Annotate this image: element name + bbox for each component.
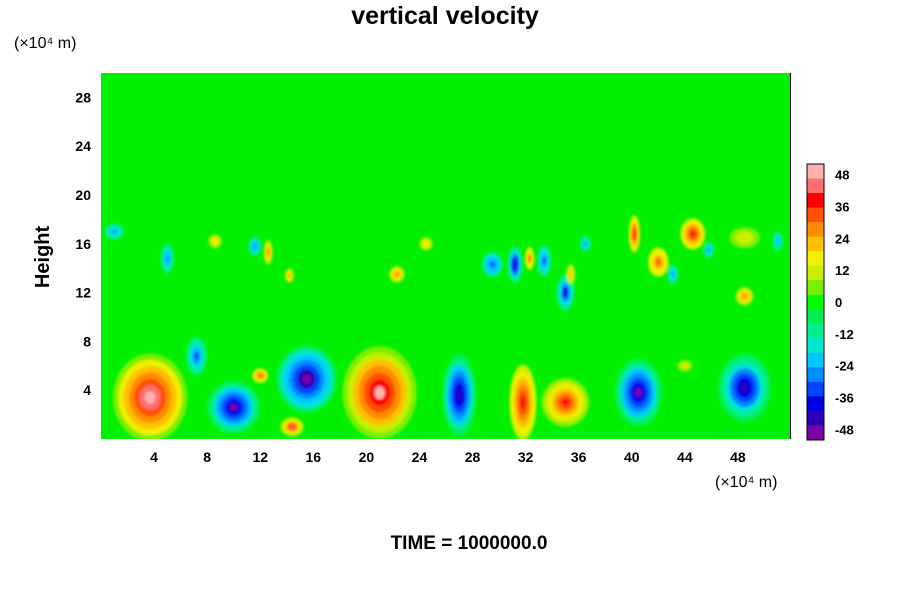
- heatmap-feature-updraft: [280, 417, 305, 437]
- colorbar-tick-label: -48: [835, 422, 854, 437]
- heatmap-feature-downdraft: [248, 235, 262, 257]
- heatmap-feature-updraft: [729, 227, 760, 249]
- x-tick-label: 44: [677, 449, 693, 465]
- x-tick-label: 40: [624, 449, 640, 465]
- colorbar-tick-label: 0: [835, 295, 842, 310]
- heatmap-feature-downdraft: [186, 337, 207, 375]
- colorbar-swatch: [807, 410, 824, 426]
- heatmap-feature-updraft: [525, 246, 535, 270]
- heatmap-feature-downdraft: [160, 242, 175, 275]
- colorbar-tick-label: 24: [835, 231, 850, 246]
- y-tick-label: 24: [75, 138, 91, 154]
- colorbar-tick-label: 12: [835, 263, 849, 278]
- colorbar-swatch: [807, 251, 824, 267]
- heatmap-feature-downdraft: [772, 230, 784, 252]
- colorbar-swatch: [807, 193, 824, 209]
- y-tick-label: 20: [75, 187, 91, 203]
- x-tick-label: 24: [412, 449, 428, 465]
- x-tick-label: 8: [203, 449, 211, 465]
- heatmap-feature-updraft: [342, 346, 417, 439]
- heatmap-feature-downdraft: [442, 353, 477, 437]
- heatmap-feature-downdraft: [104, 223, 125, 240]
- colorbar-tick-label: 36: [835, 199, 849, 214]
- heatmap-feature-updraft: [388, 265, 405, 283]
- colorbar-swatch: [807, 280, 824, 296]
- heatmap-feature-updraft: [112, 353, 188, 439]
- heatmap-feature-updraft: [263, 239, 273, 265]
- colorbar-swatch: [807, 425, 824, 441]
- heatmap-feature-downdraft: [507, 245, 523, 285]
- y-axis-label: Height: [32, 226, 54, 289]
- y-axis-ticks: 4 8 12 16 20 24 28: [75, 89, 91, 398]
- colorbar: [806, 163, 825, 441]
- colorbar-swatch: [807, 381, 824, 397]
- x-tick-label: 48: [730, 449, 746, 465]
- x-tick-label: 36: [571, 449, 587, 465]
- colorbar-ticks: 48 36 24 12 0 -12 -24 -36 -48: [835, 168, 855, 438]
- heatmap-feature-downdraft: [537, 245, 552, 277]
- heatmap-feature-downdraft: [667, 263, 679, 285]
- x-tick-label: 16: [306, 449, 322, 465]
- colorbar-swatch: [807, 367, 824, 383]
- y-tick-label: 12: [75, 285, 91, 301]
- heatmap-feature-downdraft: [579, 235, 592, 253]
- y-tick-label: 28: [75, 89, 91, 105]
- x-tick-label: 4: [150, 449, 158, 465]
- heatmap-feature-updraft: [208, 234, 222, 249]
- heatmap-feature-updraft: [252, 368, 269, 383]
- colorbar-tick-label: -12: [835, 327, 854, 342]
- colorbar-swatch: [807, 294, 824, 310]
- colorbar-tick-label: -24: [835, 359, 855, 374]
- colorbar-swatch: [807, 352, 824, 368]
- y-tick-label: 8: [83, 333, 91, 349]
- colorbar-swatch: [807, 236, 824, 252]
- y-tick-label: 4: [83, 382, 91, 398]
- heatmap-field: [104, 215, 784, 439]
- heatmap-feature-updraft: [419, 236, 433, 251]
- heatmap-feature-updraft: [628, 215, 641, 253]
- colorbar-tick-label: 48: [835, 168, 849, 183]
- colorbar-swatch: [807, 222, 824, 238]
- heatmap-feature-downdraft: [482, 251, 503, 278]
- colorbar-swatch: [807, 265, 824, 281]
- time-footer: TIME = 1000000.0: [391, 533, 548, 554]
- x-tick-label: 12: [252, 449, 268, 465]
- heatmap-feature-updraft: [735, 286, 754, 306]
- heatmap-feature-downdraft: [703, 241, 715, 259]
- x-tick-label: 32: [518, 449, 534, 465]
- colorbar-swatch: [807, 207, 824, 223]
- x-unit-label: (×10⁴ m): [715, 474, 777, 491]
- y-unit-label: (×10⁴ m): [14, 35, 76, 52]
- heatmap-feature-updraft: [648, 247, 669, 277]
- heatmap-feature-updraft: [541, 378, 590, 427]
- x-axis-ticks: 4 8 12 16 20 24 28 32 36 40 44 48: [150, 449, 746, 465]
- x-tick-label: 28: [465, 449, 481, 465]
- colorbar-swatch: [807, 396, 824, 412]
- heatmap-feature-downdraft: [207, 380, 261, 435]
- chart-title: vertical velocity: [351, 2, 539, 30]
- colorbar-swatch: [807, 164, 824, 180]
- heatmap-feature-updraft: [680, 218, 706, 250]
- colorbar-swatch: [807, 178, 824, 194]
- heatmap-feature-downdraft: [614, 358, 663, 427]
- x-tick-label: 20: [359, 449, 375, 465]
- colorbar-swatch: [807, 323, 824, 339]
- y-tick-label: 16: [75, 236, 91, 252]
- colorbar-swatch: [807, 338, 824, 354]
- colorbar-swatch: [807, 309, 824, 325]
- heatmap-feature-updraft: [509, 364, 537, 439]
- colorbar-tick-label: -36: [835, 391, 854, 406]
- heatmap-feature-downdraft: [718, 353, 772, 422]
- heatmap-feature-downdraft: [276, 345, 338, 414]
- heatmap-feature-updraft: [677, 359, 693, 372]
- heatmap-feature-updraft: [284, 268, 294, 283]
- heatmap-feature-updraft: [566, 263, 576, 285]
